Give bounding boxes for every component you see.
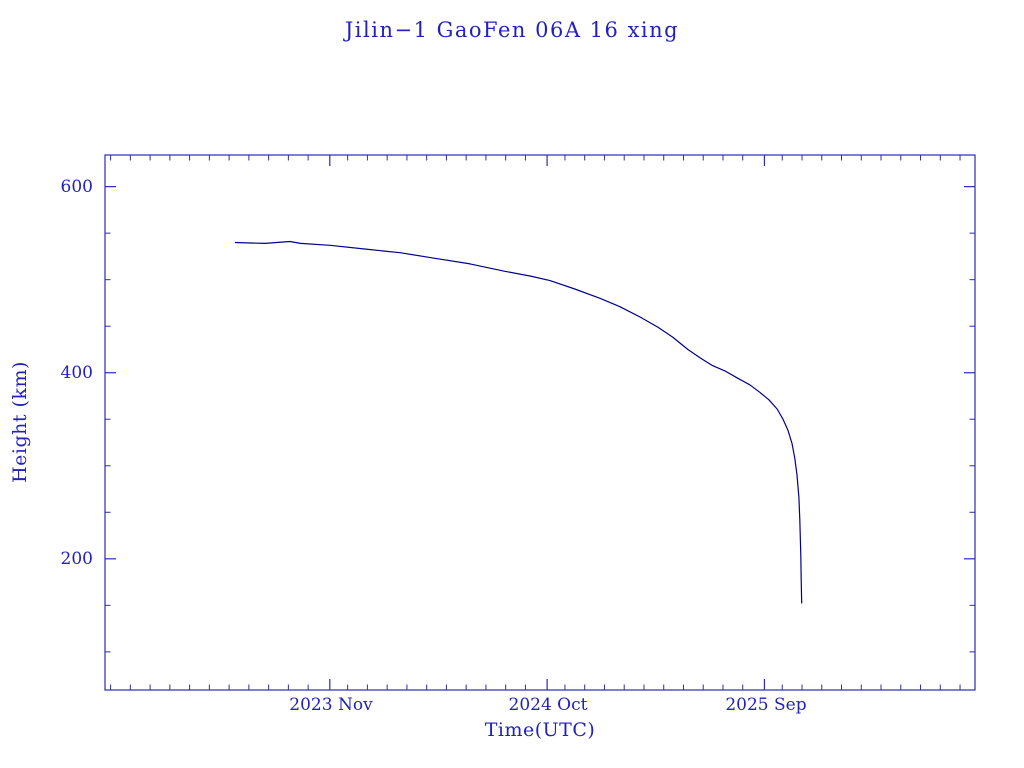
y-tick-label-600: 600 [60, 177, 93, 197]
x-tick-label-2023-nov: 2023 Nov [289, 695, 373, 715]
y-tick-label-400: 400 [60, 363, 93, 383]
height-series-line [234, 240, 803, 604]
y-tick-label-200: 200 [60, 549, 93, 569]
chart-title: Jilin−1 GaoFen 06A 16 xing [344, 18, 680, 42]
x-tick-label-2025-sep: 2025 Sep [725, 695, 807, 715]
x-tick-label-2024-oct: 2024 Oct [508, 695, 588, 715]
y-axis-label: Height (km) [9, 361, 31, 483]
x-axis-label: Time(UTC) [484, 719, 596, 741]
